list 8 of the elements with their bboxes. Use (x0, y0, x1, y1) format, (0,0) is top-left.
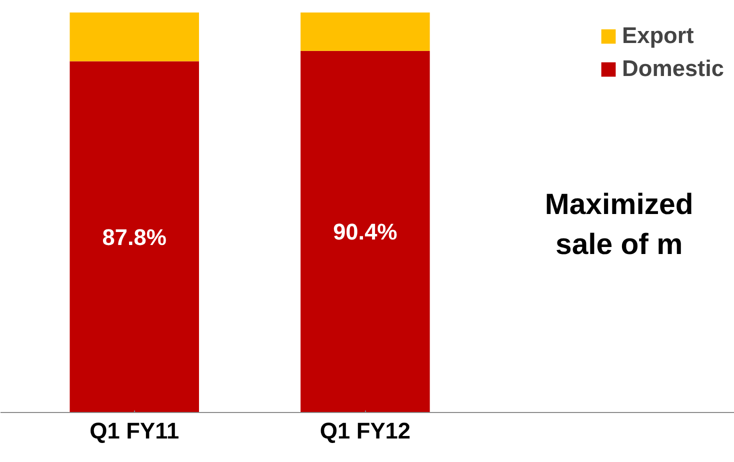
data-label: 87.8% (102, 224, 167, 250)
legend-label: Domestic (622, 55, 724, 82)
text: sale of m (556, 228, 683, 261)
text: Maximized (544, 188, 694, 221)
x-tick-label: Q1 FY12 (320, 418, 411, 444)
data-label: 90.4% (333, 218, 398, 245)
legend-label: Export (622, 22, 694, 49)
x-tick-label: Q1 FY11 (90, 418, 180, 444)
